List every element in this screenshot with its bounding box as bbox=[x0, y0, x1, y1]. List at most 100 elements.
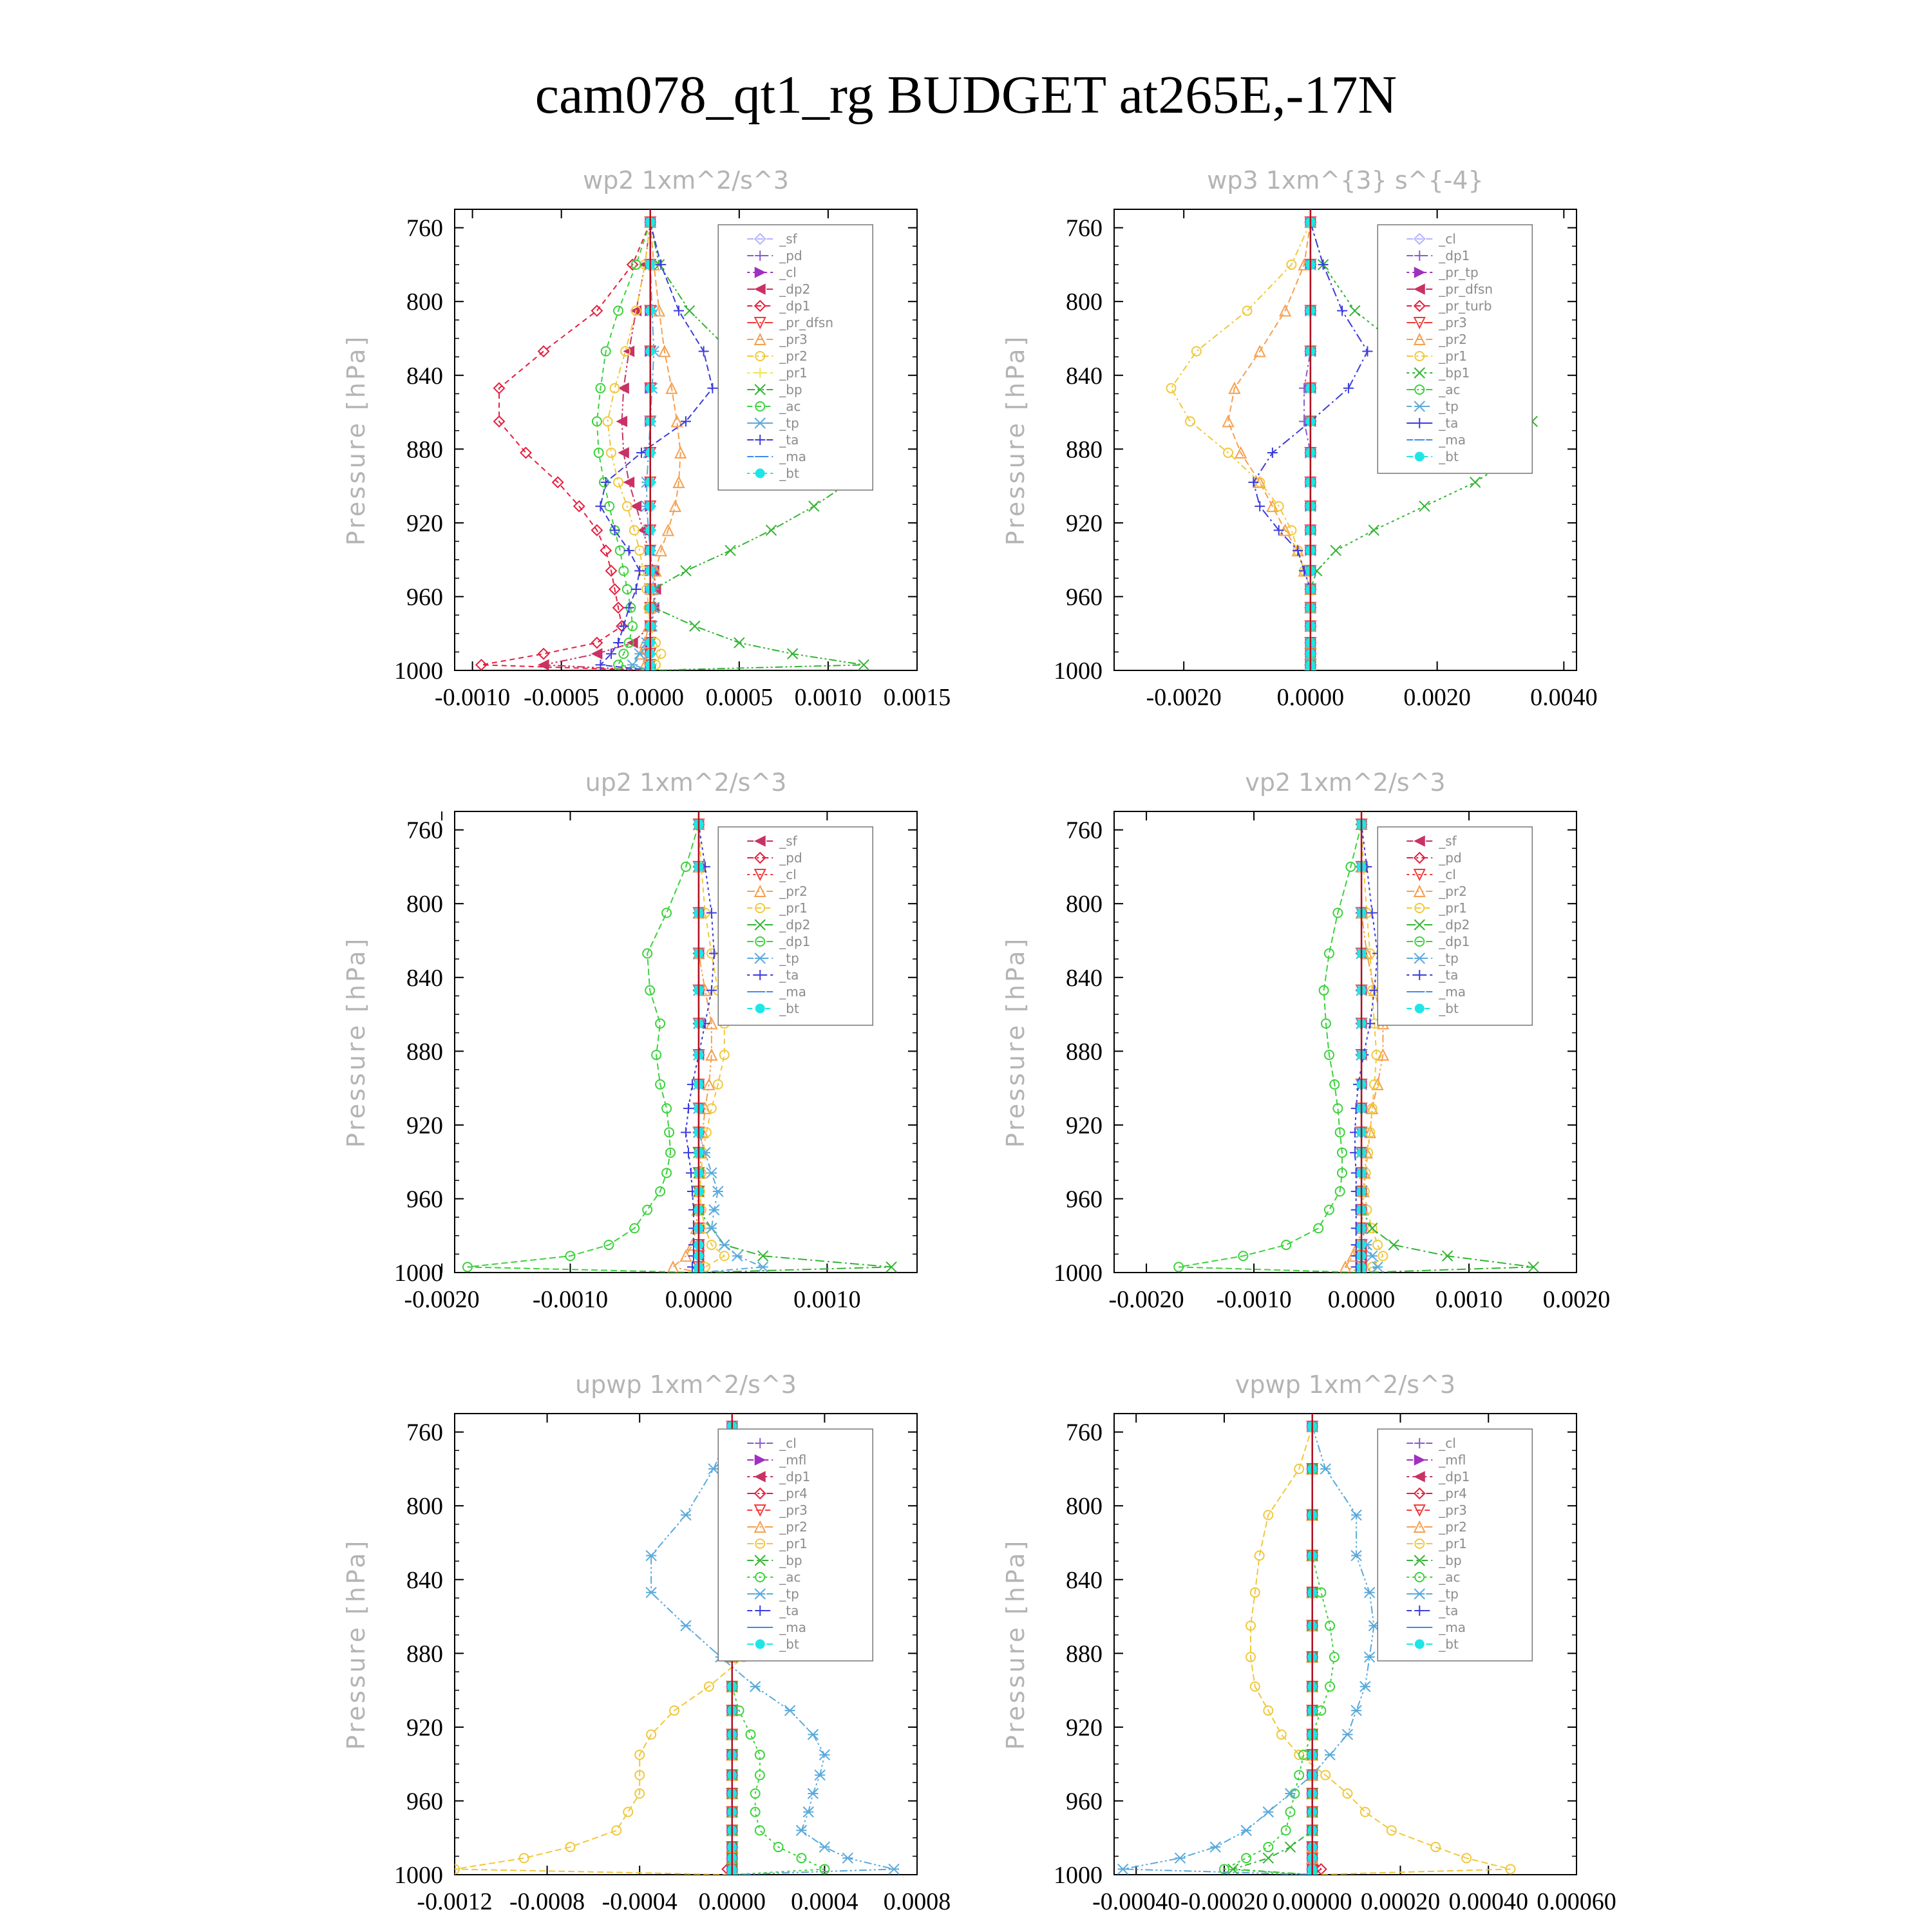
legend-marker bbox=[754, 835, 766, 847]
legend-label: _ac bbox=[779, 1569, 800, 1585]
legend-marker bbox=[1414, 351, 1425, 361]
data-point bbox=[658, 345, 671, 357]
legend-label: _pr2 bbox=[779, 1519, 808, 1535]
y-tick-label: 840 bbox=[1066, 965, 1103, 992]
y-tick-label: 880 bbox=[406, 1038, 443, 1065]
data-point bbox=[1371, 1050, 1382, 1061]
data-point bbox=[1249, 1681, 1260, 1692]
data-point bbox=[665, 381, 678, 394]
legend-label: _pr2 bbox=[1438, 1519, 1467, 1535]
legend-label: _cl bbox=[1438, 867, 1456, 882]
data-point bbox=[645, 985, 656, 996]
data-point bbox=[1320, 1463, 1331, 1475]
x-tick-label: 0.0000 bbox=[665, 1286, 733, 1313]
data-point bbox=[1350, 1705, 1362, 1716]
legend-label: _tp bbox=[779, 951, 799, 966]
legend-label: _bp bbox=[779, 1553, 802, 1568]
legend-marker bbox=[1414, 936, 1425, 947]
data-point bbox=[1359, 1806, 1370, 1817]
chart-panel: wp2 1xm^2/s^37608008408809209601000-0.00… bbox=[342, 166, 951, 711]
data-point bbox=[1372, 1261, 1383, 1273]
x-tick-label: 0.0004 bbox=[791, 1888, 858, 1915]
data-point bbox=[642, 948, 653, 959]
y-tick-label: 880 bbox=[406, 1640, 443, 1667]
data-point bbox=[888, 1863, 900, 1875]
legend-label: _pr1 bbox=[1438, 1536, 1467, 1551]
legend-label: _bt bbox=[1438, 449, 1459, 464]
data-point bbox=[814, 1769, 826, 1781]
y-tick-label: 800 bbox=[1066, 891, 1103, 918]
data-point bbox=[698, 346, 709, 357]
data-point bbox=[573, 500, 585, 513]
data-point bbox=[1173, 1262, 1184, 1273]
legend-label: _ma bbox=[1438, 1620, 1466, 1635]
plot-frame bbox=[1113, 1413, 1577, 1875]
legend-marker bbox=[755, 368, 766, 378]
legend-label: _dp1 bbox=[779, 1469, 810, 1484]
x-tick-label: -0.0004 bbox=[602, 1888, 677, 1915]
legend-marker bbox=[1414, 1003, 1425, 1014]
legend-label: _pd bbox=[1438, 850, 1461, 866]
legend-box bbox=[717, 826, 874, 1026]
data-point bbox=[757, 1261, 769, 1273]
legend-marker bbox=[754, 417, 766, 429]
y-tick-label: 760 bbox=[1066, 215, 1103, 242]
data-point bbox=[1294, 1463, 1305, 1474]
data-point bbox=[689, 620, 701, 632]
data-point bbox=[668, 499, 682, 513]
legend-marker bbox=[1414, 451, 1425, 462]
legend: _cl_dp1 _pr_tp_pr_dfsn_pr_turb_pr3 _pr2_pr… bbox=[1377, 224, 1533, 474]
legend-marker bbox=[1413, 1487, 1426, 1500]
legend-marker bbox=[754, 1555, 766, 1566]
x-tick-label: -0.00020 bbox=[1180, 1888, 1268, 1915]
data-point bbox=[680, 1620, 692, 1632]
data-point bbox=[708, 1204, 720, 1216]
legend-marker bbox=[755, 251, 766, 261]
data-point bbox=[626, 258, 639, 271]
data-point bbox=[795, 1824, 808, 1836]
panel-title: vpwp 1xm^2/s^3 bbox=[1235, 1370, 1455, 1399]
data-point bbox=[706, 1222, 717, 1234]
legend-label: _pr2 bbox=[1438, 332, 1467, 347]
legend-marker bbox=[754, 267, 766, 278]
data-point bbox=[1350, 1509, 1362, 1521]
x-tick-label: -0.0005 bbox=[524, 684, 599, 711]
x-tick-label: -0.0010 bbox=[1216, 1286, 1291, 1313]
data-point bbox=[655, 1018, 666, 1029]
legend-label: _cl bbox=[779, 867, 797, 882]
legend-label: _sf bbox=[779, 833, 797, 849]
data-point bbox=[475, 658, 488, 670]
data-point bbox=[683, 1147, 694, 1158]
data-point bbox=[605, 564, 618, 577]
y-axis-label: Pressure [hPa] bbox=[342, 936, 370, 1148]
legend-label: _tp bbox=[779, 415, 799, 431]
legend-label: _dp1 bbox=[1438, 248, 1470, 263]
data-point bbox=[1242, 305, 1253, 316]
data-point bbox=[1235, 446, 1247, 459]
data-point bbox=[1461, 1853, 1472, 1864]
data-point bbox=[655, 1186, 666, 1197]
data-point bbox=[634, 1770, 645, 1781]
series-line-pr2 bbox=[1227, 222, 1311, 670]
data-point bbox=[1367, 1222, 1378, 1234]
data-point bbox=[623, 602, 634, 613]
legend-label: _ma bbox=[1438, 984, 1466, 999]
data-point bbox=[1323, 1204, 1334, 1215]
data-point bbox=[551, 476, 564, 489]
legend-marker bbox=[753, 884, 766, 897]
panels: wp2 1xm^2/s^37608008408809209601000-0.00… bbox=[342, 166, 1616, 1915]
series-line-dp1 bbox=[1179, 824, 1363, 1273]
data-point bbox=[618, 447, 629, 459]
data-point bbox=[1294, 1770, 1305, 1781]
data-point bbox=[1368, 524, 1379, 536]
data-point bbox=[1349, 305, 1361, 317]
x-tick-label: 0.0000 bbox=[1328, 1286, 1396, 1313]
y-tick-label: 840 bbox=[406, 1567, 443, 1594]
data-point bbox=[1372, 1240, 1383, 1251]
data-point bbox=[1363, 1587, 1376, 1598]
legend-label: _dp2 bbox=[779, 281, 810, 297]
x-tick-label: 0.0010 bbox=[1435, 1286, 1503, 1313]
x-tick-label: 0.0010 bbox=[795, 684, 862, 711]
data-point bbox=[595, 659, 606, 670]
